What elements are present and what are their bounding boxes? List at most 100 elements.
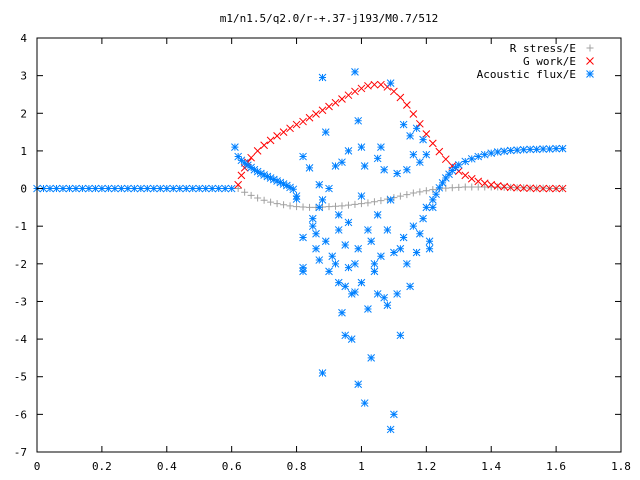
point-acoustic-flux	[383, 301, 392, 310]
point-acoustic-flux	[409, 222, 418, 231]
point-acoustic-flux	[331, 259, 340, 268]
point-acoustic-flux	[390, 248, 398, 257]
point-g-work	[357, 84, 366, 93]
point-acoustic-flux	[474, 152, 483, 161]
point-g-work	[312, 110, 320, 118]
point-acoustic-flux	[263, 172, 272, 181]
point-r-stress	[370, 198, 378, 206]
point-acoustic-flux	[445, 170, 453, 179]
point-acoustic-flux	[432, 190, 440, 199]
point-acoustic-flux	[91, 184, 100, 193]
point-r-stress	[468, 183, 476, 191]
point-acoustic-flux	[373, 154, 382, 163]
point-acoustic-flux	[412, 124, 421, 133]
point-acoustic-flux	[341, 241, 350, 249]
y-tick-label: -2	[14, 258, 27, 271]
point-g-work	[506, 183, 515, 192]
point-acoustic-flux	[393, 290, 401, 298]
point-acoustic-flux	[422, 203, 431, 212]
y-tick-label: -4	[14, 333, 28, 346]
point-g-work	[526, 184, 535, 193]
point-acoustic-flux	[318, 73, 327, 82]
legend-label-g-work: G work/E	[523, 55, 576, 68]
point-r-stress	[494, 183, 502, 191]
point-acoustic-flux	[188, 184, 197, 193]
point-acoustic-flux	[98, 184, 106, 193]
point-acoustic-flux	[234, 152, 243, 161]
point-g-work	[558, 184, 567, 193]
point-acoustic-flux	[289, 185, 298, 194]
point-r-stress	[260, 196, 268, 204]
x-tick-label: 1	[358, 460, 365, 473]
point-acoustic-flux	[299, 233, 307, 242]
point-g-work	[260, 141, 268, 150]
point-r-stress	[500, 183, 508, 191]
point-g-work	[435, 147, 444, 156]
point-g-work	[474, 177, 483, 186]
legend-marker-r-stress	[586, 44, 594, 52]
point-acoustic-flux	[85, 184, 93, 193]
point-g-work	[325, 102, 333, 111]
point-acoustic-flux	[52, 184, 61, 193]
point-acoustic-flux	[351, 288, 359, 296]
point-r-stress	[338, 202, 346, 210]
point-acoustic-flux	[325, 267, 333, 276]
point-acoustic-flux	[257, 169, 265, 178]
point-acoustic-flux	[513, 146, 522, 155]
point-r-stress	[241, 188, 249, 196]
x-tick-label: 1.8	[611, 460, 631, 473]
point-acoustic-flux	[308, 214, 317, 223]
point-g-work	[279, 128, 288, 136]
point-acoustic-flux	[383, 226, 392, 234]
point-r-stress	[422, 187, 430, 195]
point-acoustic-flux	[351, 68, 359, 76]
point-acoustic-flux	[292, 195, 301, 203]
point-acoustic-flux	[519, 145, 528, 154]
point-r-stress	[273, 200, 281, 208]
point-acoustic-flux	[351, 259, 359, 268]
point-acoustic-flux	[117, 184, 126, 193]
point-acoustic-flux	[373, 211, 382, 219]
y-tick-label: 3	[20, 70, 27, 83]
point-acoustic-flux	[195, 184, 204, 193]
point-r-stress	[280, 201, 288, 209]
point-g-work	[351, 87, 359, 96]
point-acoustic-flux	[390, 410, 398, 419]
point-acoustic-flux	[393, 169, 401, 178]
point-acoustic-flux	[182, 184, 191, 193]
point-acoustic-flux	[539, 145, 547, 153]
axis-ticks: 0 0.2 0.4 0.6 0.8 1 1.2 1.4 1.6 1.8 4 3 2 1 0 -1 -2 -3 -4 -…	[14, 32, 631, 473]
point-r-stress	[409, 189, 417, 197]
point-r-stress	[429, 186, 437, 194]
point-acoustic-flux	[373, 290, 382, 298]
x-tick-label: 0.6	[222, 460, 242, 473]
point-acoustic-flux	[201, 184, 210, 193]
point-acoustic-flux	[299, 152, 307, 161]
point-acoustic-flux	[558, 144, 567, 153]
point-g-work	[338, 95, 346, 103]
point-g-work	[552, 184, 560, 193]
point-acoustic-flux	[403, 165, 411, 174]
point-g-work	[253, 147, 262, 155]
point-r-stress	[357, 200, 365, 208]
point-r-stress	[461, 183, 469, 191]
point-g-work	[415, 119, 424, 128]
point-acoustic-flux	[493, 148, 502, 156]
point-g-work	[292, 120, 301, 129]
point-acoustic-flux	[367, 354, 376, 362]
point-r-stress	[481, 183, 489, 191]
point-acoustic-flux	[130, 184, 139, 193]
point-acoustic-flux	[325, 184, 333, 193]
legend-marker-acoustic-flux	[586, 70, 594, 78]
point-acoustic-flux	[360, 399, 369, 407]
point-r-stress	[293, 203, 301, 211]
point-acoustic-flux	[104, 184, 113, 193]
point-r-stress	[396, 192, 404, 200]
point-acoustic-flux	[162, 184, 171, 193]
point-acoustic-flux	[341, 331, 350, 340]
point-acoustic-flux	[467, 154, 476, 163]
point-acoustic-flux	[318, 195, 327, 204]
point-acoustic-flux	[315, 203, 324, 212]
point-g-work	[539, 184, 547, 193]
series-acoustic-flux	[33, 68, 567, 434]
